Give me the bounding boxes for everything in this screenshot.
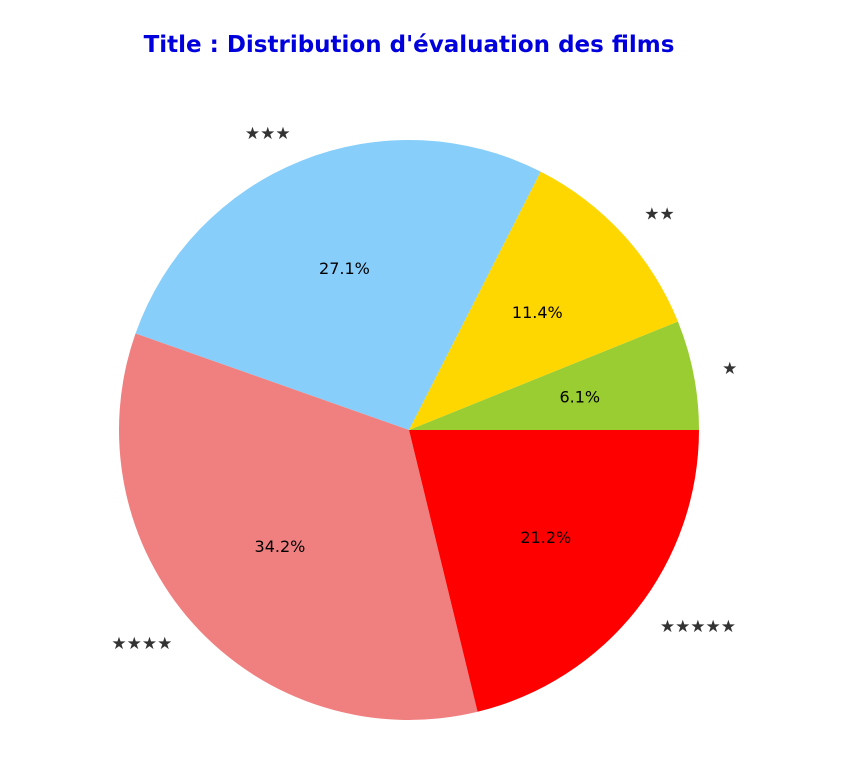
pie-percent-label-5: 21.2% — [520, 528, 571, 547]
pie-percent-labels: 6.1% 11.4% 27.1% 34.2% 21.2% — [255, 259, 601, 556]
pie-percent-label-2: 11.4% — [512, 303, 563, 322]
pie-percent-label-1: 6.1% — [559, 387, 600, 406]
pie-slices — [118, 139, 699, 720]
pie-slice-1 — [409, 321, 699, 430]
chart-title: Title : Distribution d'évaluation des fi… — [143, 32, 675, 58]
pie-percent-label-3: 27.1% — [319, 259, 370, 278]
pie-category-label-2: ★★ — [644, 205, 674, 225]
pie-slice-5 — [409, 430, 699, 712]
pie-slice-3 — [135, 139, 541, 430]
pie-percent-label-4: 34.2% — [255, 537, 306, 556]
pie-category-label-3: ★★★ — [245, 124, 291, 144]
pie-category-label-1: ★ — [722, 359, 737, 379]
pie-slice-2 — [409, 171, 678, 431]
pie-slice-4 — [118, 333, 478, 720]
pie-category-labels: ★★★★★★★★★★★★★★★ — [111, 124, 737, 654]
pie-category-label-4: ★★★★ — [111, 634, 172, 654]
pie-category-label-5: ★★★★★ — [660, 617, 736, 637]
